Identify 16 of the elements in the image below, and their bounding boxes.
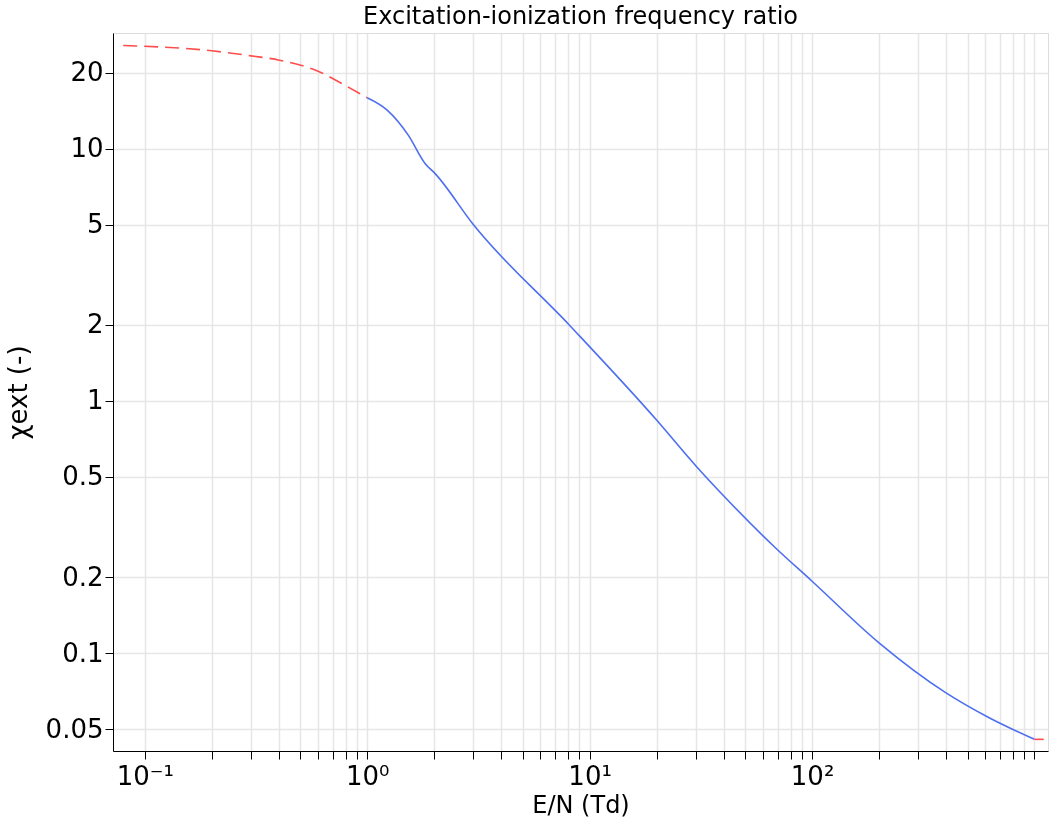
y-axis-title: χext (-) [2,345,33,440]
y-tick-label: 0.2 [62,561,104,592]
x-axis-title: E/N (Td) [532,790,630,819]
y-tick-label: 10 [70,133,104,164]
y-tick-label: 5 [86,209,104,240]
y-tick-label: 1 [86,385,104,416]
y-tick-label: 0.1 [62,637,104,668]
y-tick-label: 20 [70,57,104,88]
x-tick-label: 10⁰ [345,760,390,791]
x-tick-label: 10² [790,760,835,791]
chart-title: Excitation-ionization frequency ratio [362,2,799,30]
y-tick-label: 0.05 [45,713,104,744]
y-tick-label: 2 [86,309,104,340]
x-tick-label: 10⁻¹ [116,760,174,791]
x-tick-label: 10¹ [568,760,612,791]
y-tick-label: 0.5 [62,461,104,492]
